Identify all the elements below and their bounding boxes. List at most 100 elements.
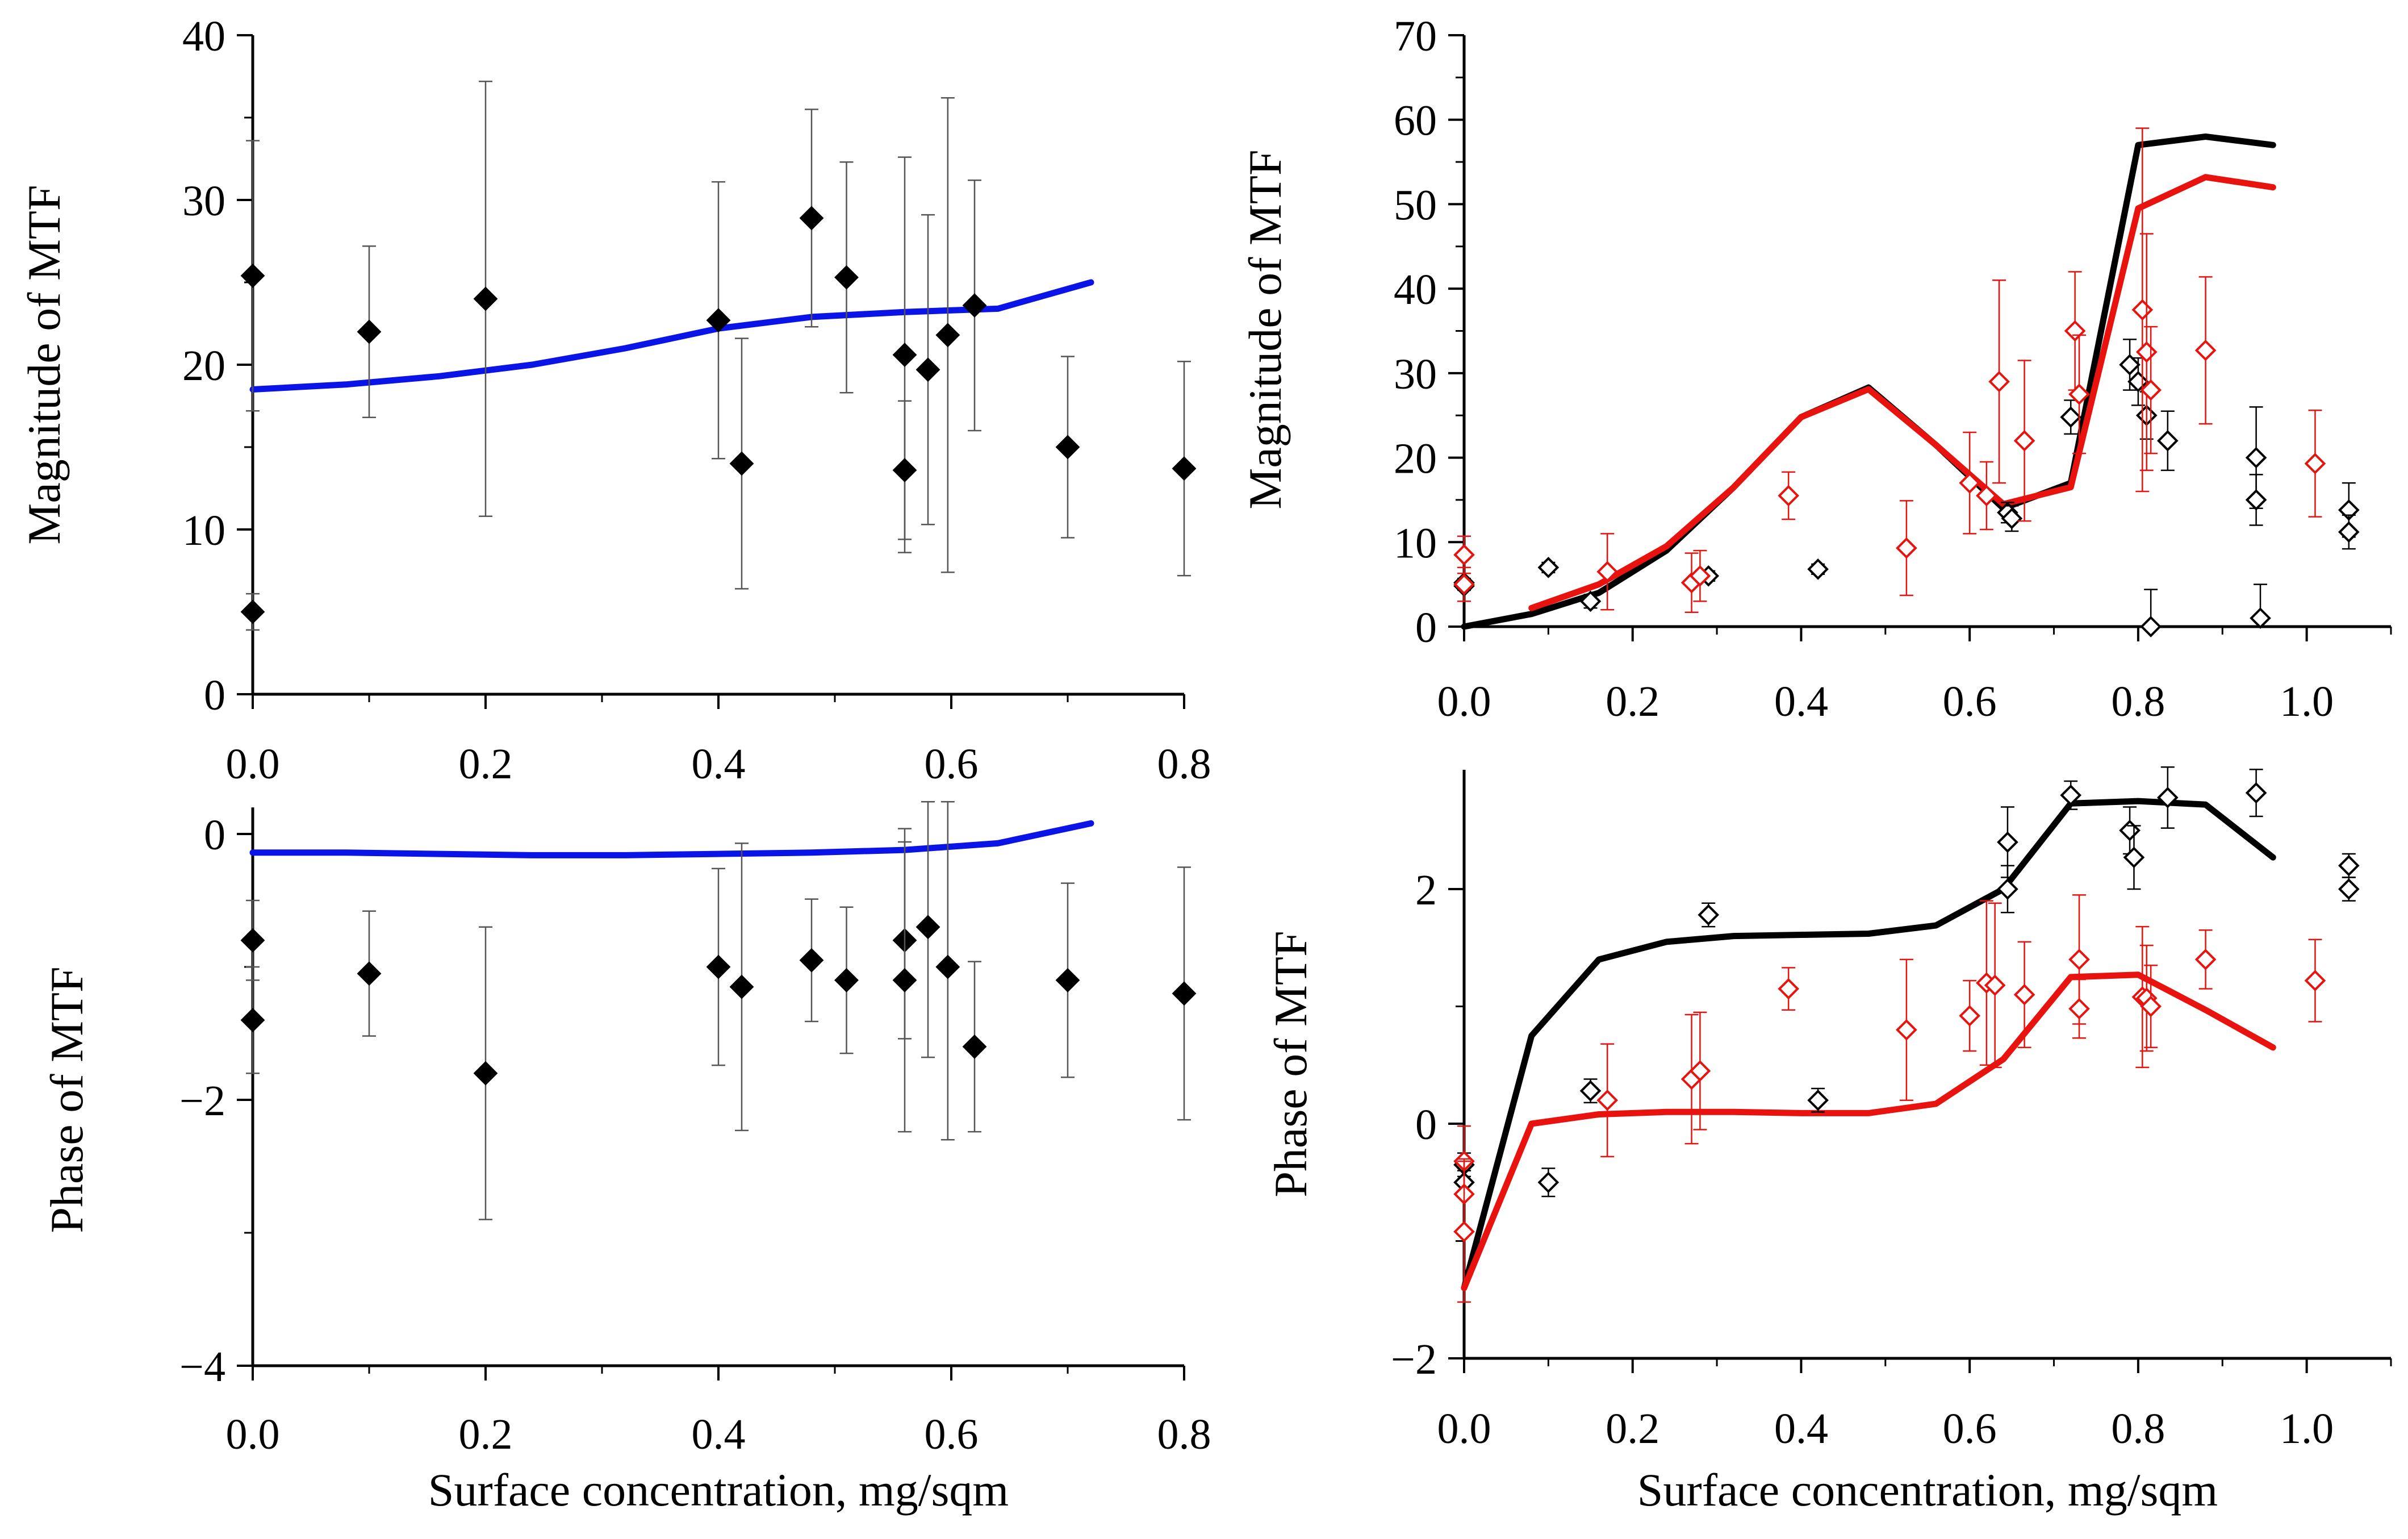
data-point-data-red — [2194, 339, 2217, 361]
data-point-data — [935, 954, 960, 979]
x-tick-label: 0.0 — [226, 740, 280, 788]
data-point-data-black — [1807, 558, 1829, 580]
x-tick-label: 0.0 — [1437, 678, 1491, 725]
y-tick-label: 0 — [1415, 604, 1437, 652]
data-point-data-black — [2001, 507, 2023, 529]
data-point-data — [892, 458, 917, 483]
data-point-data — [892, 343, 917, 368]
data-point-data-black — [2338, 878, 2360, 900]
x-axis-title: Surface concentration, mg/sqm — [428, 1464, 1009, 1516]
y-tick-label: 70 — [1394, 12, 1437, 60]
data-point-data-black — [1997, 878, 2018, 900]
data-point-data-red — [1984, 974, 2006, 996]
y-tick-label: 40 — [182, 12, 225, 60]
data-point-data — [834, 265, 859, 290]
y-axis-title: Phase of MTF — [1265, 931, 1316, 1197]
x-tick-label: 0.8 — [2111, 678, 2165, 725]
chart-panel-top-left: 0.0 0.2 0.4 0.6 0.8 0 10 20 30 40 Magnitude of MTF — [18, 12, 1211, 788]
data-point-data-black — [1537, 557, 1560, 578]
x-tick-label: 0.0 — [1437, 1405, 1491, 1453]
x-tick-label: 0.2 — [459, 1411, 513, 1458]
x-tick-label: 0.6 — [1943, 1405, 1997, 1453]
data-point-data — [915, 357, 940, 382]
data-point-data-red — [1778, 978, 1800, 1000]
y-tick-label: 20 — [182, 342, 225, 390]
data-point-data-red — [1988, 370, 2010, 393]
chart-panel-bottom-left: 0.0 0.2 0.4 0.6 0.8 0 −2 −4 Phase of MTF Surface … — [41, 800, 1211, 1516]
y-tick-label: −4 — [179, 1343, 225, 1391]
data-point-data-red — [1453, 1221, 1475, 1242]
x-tick-label: 0.6 — [1943, 678, 1997, 725]
data-point-data — [799, 948, 824, 973]
data-point-data — [935, 323, 960, 348]
data-point-data-black — [1537, 1171, 1560, 1194]
y-tick-label: 50 — [1394, 181, 1437, 229]
data-point-data — [915, 915, 940, 940]
data-point-data — [1055, 967, 1080, 992]
data-point-data — [240, 263, 265, 288]
data-point-data-red — [2140, 379, 2162, 401]
data-point-data — [706, 954, 731, 979]
data-point-data-red — [1453, 544, 1475, 566]
data-point-data-black — [2060, 784, 2082, 806]
x-tick-label: 0.0 — [226, 1411, 280, 1458]
data-point-data — [1172, 981, 1197, 1006]
data-point-data-red — [2135, 341, 2158, 363]
x-tick-label: 0.2 — [1606, 678, 1659, 725]
data-point-data-black — [2140, 616, 2162, 637]
data-point-data-black — [1997, 831, 2018, 853]
data-point-data — [473, 1061, 498, 1086]
data-point-data — [799, 206, 824, 231]
data-point-data-red — [1896, 537, 1917, 559]
x-tick-label: 0.6 — [925, 1411, 979, 1458]
data-point-data-red — [2140, 995, 2162, 1017]
y-tick-label: 2 — [1415, 866, 1437, 914]
data-point-data — [357, 319, 382, 344]
data-point-data — [473, 286, 498, 311]
data-point-data-red — [1896, 1019, 1917, 1041]
data-point-data-red — [1689, 1060, 1711, 1082]
data-point-data-black — [2245, 447, 2267, 469]
data-point-data-black — [2250, 607, 2271, 629]
data-point-data-black — [2245, 782, 2267, 804]
data-point-data — [729, 451, 754, 476]
x-tick-label: 0.4 — [1774, 1405, 1828, 1453]
data-point-data-black — [1579, 1080, 1602, 1102]
chart-panel-top-right: 0.0 0.2 0.4 0.6 0.8 1.0 0 10 20 30 40 50 60 70 Magnitu… — [1239, 12, 2392, 725]
data-point-data — [1055, 435, 1080, 460]
x-tick-label: 0.2 — [459, 740, 513, 788]
data-point-data-red — [1778, 485, 1800, 507]
data-point-data-red — [1959, 472, 1981, 494]
series-line-model-black — [1461, 798, 2276, 1291]
data-point-data — [729, 974, 754, 999]
data-point-data-black — [2245, 489, 2267, 511]
data-point-data-black — [1807, 1089, 1829, 1111]
data-point-data — [962, 1034, 987, 1059]
data-point-data-red — [2064, 320, 2086, 342]
x-tick-label: 0.8 — [1157, 1411, 1211, 1458]
data-point-data-black — [2157, 430, 2179, 452]
y-axis-title: Magnitude of MTF — [1239, 149, 1291, 509]
data-point-data-red — [2304, 453, 2326, 474]
series-line-model-red — [1461, 971, 2276, 1291]
x-tick-label: 0.4 — [692, 740, 746, 788]
data-point-data-black — [2123, 846, 2145, 869]
y-tick-label: 0 — [204, 811, 225, 859]
data-point-data-red — [2304, 970, 2326, 991]
data-point-data — [706, 308, 731, 333]
x-tick-label: 1.0 — [2280, 678, 2334, 725]
data-point-data-red — [2068, 998, 2090, 1020]
x-tick-label: 0.8 — [2111, 1405, 2165, 1453]
y-tick-label: 10 — [1394, 519, 1437, 567]
x-tick-label: 1.0 — [2280, 1405, 2334, 1453]
data-point-data-red — [1689, 565, 1711, 587]
data-point-data-red — [1596, 1089, 1619, 1111]
data-point-data-red — [2013, 430, 2035, 452]
y-tick-label: 0 — [204, 672, 225, 719]
data-point-data-red — [2068, 949, 2090, 970]
data-point-data-black — [2060, 406, 2082, 428]
y-tick-label: 0 — [1415, 1101, 1437, 1149]
data-point-data — [357, 961, 382, 986]
